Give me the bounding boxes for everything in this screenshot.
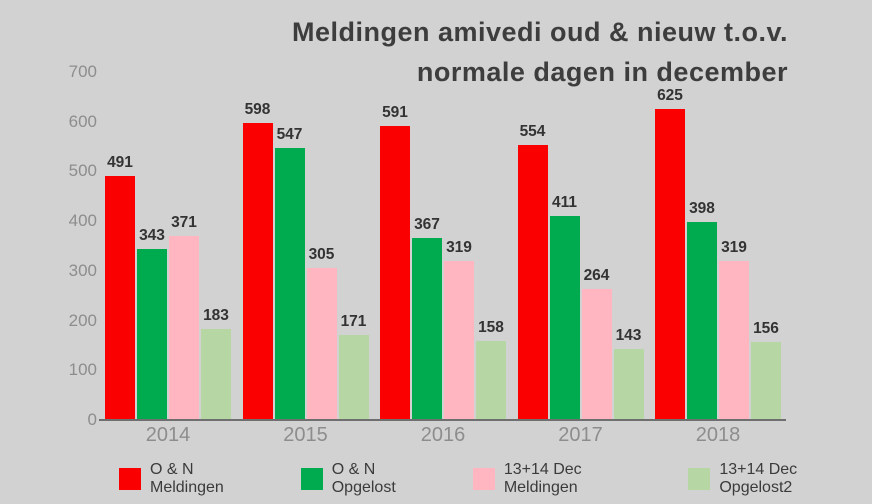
chart-title-line2: normale dagen in december [416, 57, 788, 87]
bar [242, 122, 273, 420]
y-tick-label: 100 [68, 360, 97, 380]
y-tick-label: 200 [68, 310, 97, 330]
bar-value-label: 156 [753, 320, 779, 338]
bar-value-label: 319 [721, 239, 747, 257]
bar-value-label: 598 [244, 100, 271, 118]
bar-value-label: 367 [414, 215, 440, 233]
bar-value-label: 554 [519, 122, 546, 140]
bar [169, 235, 199, 420]
y-tick-label: 600 [68, 111, 97, 131]
chart-title: Meldingen amivedi oud & nieuw t.o.v. nor… [292, 12, 788, 92]
bar-value-label: 343 [139, 227, 165, 245]
bar-value-label: 171 [340, 312, 367, 330]
legend-label: O & N Meldingen [150, 461, 224, 496]
legend-item: 13+14 Dec Opgelost2 [688, 461, 872, 497]
x-axis-baseline [99, 419, 786, 421]
bar [581, 288, 612, 420]
bar [517, 144, 548, 420]
legend-item: O & N Meldingen [119, 461, 270, 497]
bar-value-label: 319 [446, 239, 472, 257]
bar-value-label: 371 [171, 213, 197, 231]
bar-value-label: 264 [583, 266, 610, 284]
bar-value-label: 143 [615, 326, 642, 344]
bar [137, 249, 167, 420]
legend-label: 13+14 Dec Opgelost2 [719, 461, 798, 496]
bar [719, 261, 749, 420]
x-axis-label: 2015 [283, 424, 328, 446]
y-tick-label: 700 [68, 62, 97, 81]
legend-swatch [688, 468, 711, 490]
legend-item: O & N Opgelost [300, 461, 442, 497]
bar [687, 222, 717, 420]
legend-label: O & N Opgelost [331, 461, 396, 496]
bar [380, 126, 410, 420]
legend-swatch [119, 468, 141, 490]
bar [549, 215, 580, 420]
bar [306, 268, 337, 420]
bar [444, 261, 474, 420]
x-axis-label: 2014 [145, 424, 191, 446]
bar-value-label: 183 [203, 307, 229, 325]
bar [201, 329, 231, 420]
bar-value-label: 305 [308, 246, 335, 264]
y-tick-label: 0 [87, 410, 97, 429]
y-tick-label: 500 [68, 161, 97, 181]
y-tick-label: 400 [68, 211, 97, 231]
bar [655, 109, 685, 420]
bar-value-label: 591 [382, 104, 408, 122]
bar-value-label: 547 [276, 126, 303, 144]
bar [412, 237, 442, 420]
legend-swatch [300, 468, 323, 490]
legend: O & N Meldingen O & N Opgelost 13+14 Dec M… [119, 461, 872, 497]
bar-value-label: 411 [551, 193, 577, 211]
chart-title-line1: Meldingen amivedi oud & nieuw t.o.v. [291, 17, 788, 47]
bar [751, 342, 781, 420]
bar [105, 175, 135, 420]
bar-value-label: 398 [689, 200, 715, 218]
bar [613, 348, 644, 420]
bar-value-label: 491 [107, 153, 133, 171]
legend-item: 13+14 Dec Meldingen [472, 461, 658, 497]
x-axis-label: 2017 [558, 424, 603, 446]
x-axis-label: 2016 [420, 424, 466, 446]
bar [476, 341, 506, 420]
y-tick-label: 300 [68, 260, 97, 280]
x-axis-label: 2018 [695, 424, 741, 446]
bar-value-label: 158 [478, 319, 504, 337]
legend-swatch [472, 468, 495, 490]
bar-value-label: 625 [657, 87, 683, 105]
bar [338, 334, 369, 420]
bar [274, 148, 305, 420]
legend-label: 13+14 Dec Meldingen [503, 461, 582, 496]
